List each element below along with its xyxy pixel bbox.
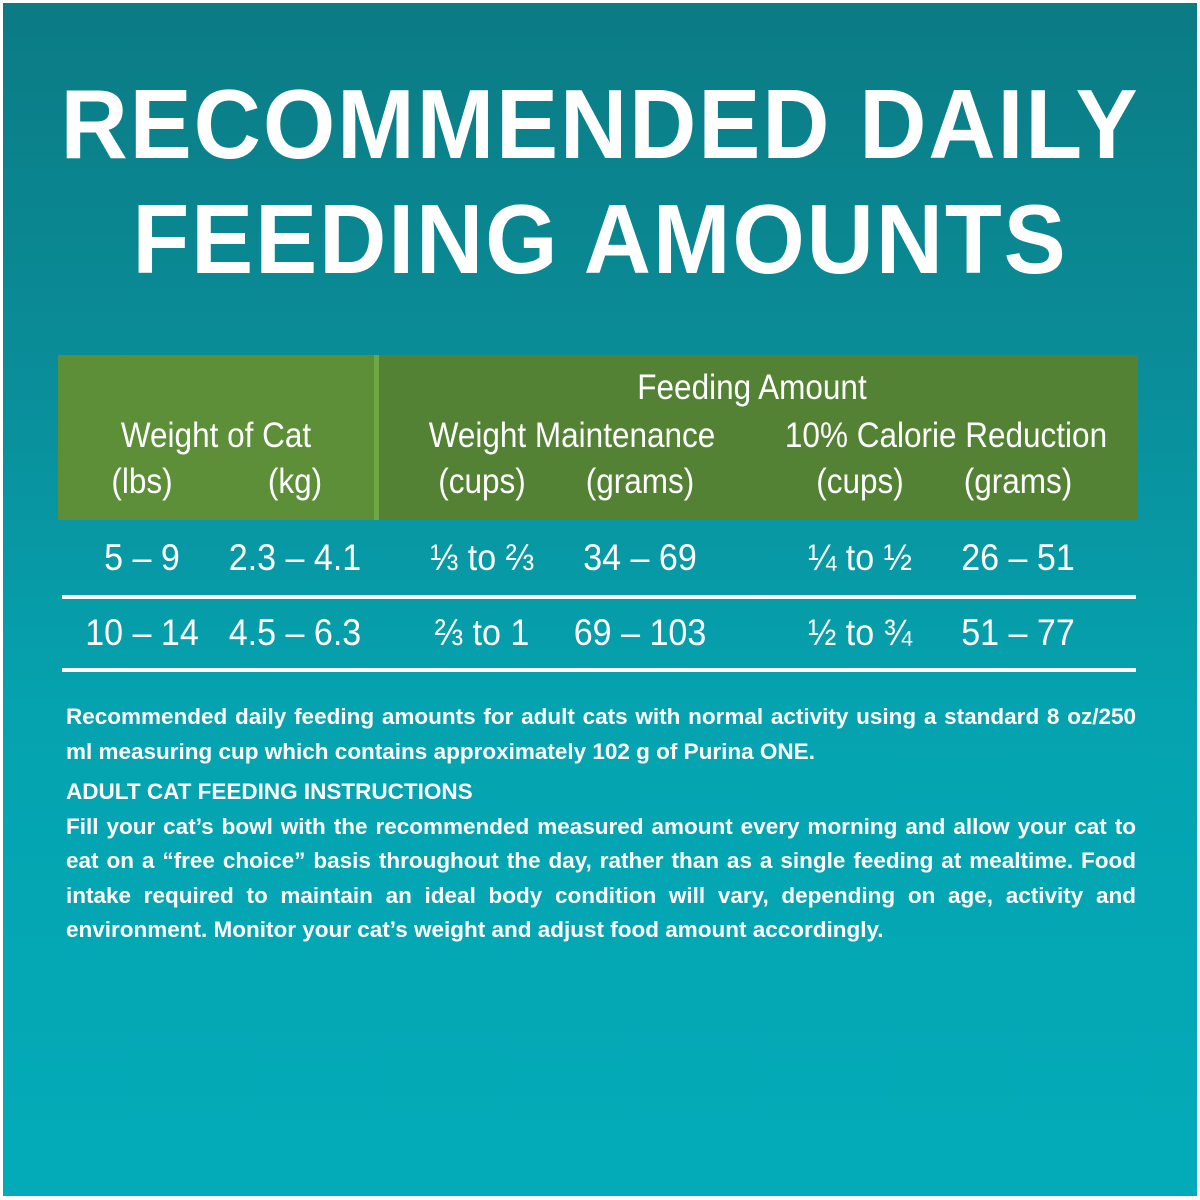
title-line-1: RECOMMENDED DAILY	[60, 69, 1140, 179]
row-divider	[62, 668, 1136, 672]
unit-lbs: (lbs)	[111, 462, 173, 501]
cell-cups: ⅓ to ⅔	[429, 537, 535, 578]
cell-lbs: 10 – 14	[85, 612, 199, 653]
intro-text: Recommended daily feeding amounts for ad…	[66, 700, 1136, 769]
intro-sentence: Recommended daily feeding amounts for ad…	[66, 704, 1136, 764]
unit-kg: (kg)	[267, 462, 323, 501]
cell-grams: 69 – 103	[573, 612, 707, 653]
feeding-guide-panel	[3, 3, 1197, 1196]
cell-grams-reduction: 51 – 77	[961, 612, 1075, 653]
cell-cups-reduction: ¼ to ½	[807, 537, 913, 578]
unit-grams: (grams)	[585, 462, 695, 501]
unit-cups: (cups)	[438, 462, 526, 501]
brand-name: Purina ONE	[683, 738, 809, 764]
feeding-notes: Recommended daily feeding amounts for ad…	[66, 700, 1136, 948]
cell-cups-reduction: ½ to ¾	[807, 612, 913, 653]
cell-cups: ⅔ to 1	[434, 612, 530, 653]
header-divider	[374, 355, 379, 520]
cell-kg: 4.5 – 6.3	[228, 612, 362, 653]
instructions-heading: ADULT CAT FEEDING INSTRUCTIONS	[66, 779, 473, 804]
cell-lbs: 5 – 9	[104, 537, 180, 578]
unit-cups-reduction: (cups)	[816, 462, 904, 501]
cell-grams: 34 – 69	[583, 537, 697, 578]
cell-kg: 2.3 – 4.1	[228, 537, 362, 578]
intro-end: .	[808, 738, 815, 764]
weight-of-cat-header: Weight of Cat	[120, 416, 312, 455]
table-header-weight	[58, 355, 374, 520]
unit-grams-reduction: (grams)	[963, 462, 1073, 501]
calorie-reduction-header: 10% Calorie Reduction	[784, 416, 1108, 455]
row-divider	[62, 595, 1136, 599]
instructions-body: Fill your cat’s bowl with the recommende…	[66, 813, 1136, 943]
feeding-amount-header: Feeding Amount	[637, 368, 867, 407]
weight-maintenance-header: Weight Maintenance	[428, 416, 716, 455]
table-header-feeding	[379, 355, 1138, 520]
cell-grams-reduction: 26 – 51	[961, 537, 1075, 578]
title-line-2: FEEDING AMOUNTS	[132, 184, 1068, 294]
